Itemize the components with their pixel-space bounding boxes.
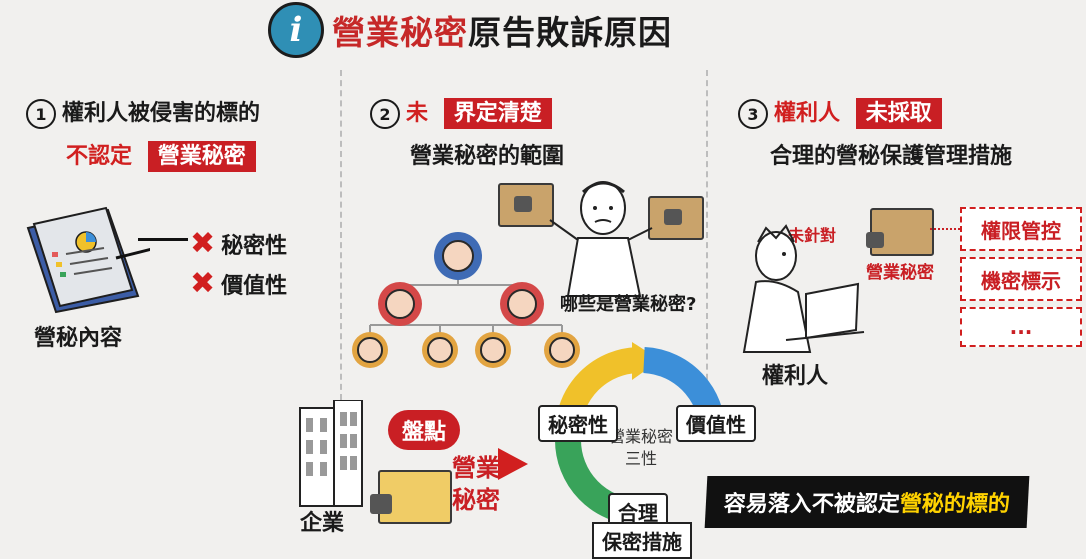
lock-icon [664,209,682,225]
folder-label: 營業秘密 [866,263,934,283]
question-text: 哪些是營業秘密? [560,294,697,315]
building-icon [299,400,363,507]
lock-icon [370,494,392,514]
org-node-mid [378,282,422,326]
org-node-bottom [475,332,511,368]
conclusion-banner: 容易落入不被認定營秘的標的 [704,476,1030,528]
cross-icon: ✖ [190,226,216,261]
person-label: 權利人 [762,364,829,389]
cycle-label-measures: 保密措施 [592,522,692,559]
col1-number: 1 [26,99,56,129]
measure-confidential-mark: 機密標示 [960,257,1082,301]
org-node-bottom [544,332,580,368]
cross-icon: ✖ [190,266,216,301]
target-label: 未針對 [788,226,837,245]
col2-redbox: 界定清楚 [443,98,552,129]
inventory-tag: 盤點 [388,410,461,450]
col3-redbox: 未採取 [855,98,942,129]
org-node-bottom [352,332,388,368]
connector-line [930,228,960,230]
measure-more: ... [960,307,1082,347]
person-laptop-illustration [742,224,865,353]
page-title-group: i 營業秘密原告敗訴原因 [268,2,672,58]
measure-access-control: 權限管控 [960,207,1082,251]
divider-right [706,70,708,400]
col3-subheading: 合理的營秘保護管理措施 [770,144,1013,169]
org-node-top [434,232,482,280]
arrow-right-icon [498,448,528,480]
cycle-label-value: 價值性 [676,405,756,442]
folder-text: 營業 秘密 [452,454,500,514]
divider-left [340,70,342,400]
cycle-label-secrecy: 秘密性 [538,405,618,442]
col3-number: 3 [738,99,768,129]
col2-number: 2 [370,99,400,129]
page-title: 營業秘密原告敗訴原因 [332,13,672,52]
doc-label: 營秘內容 [34,326,123,351]
pointer-line [138,238,188,241]
col1-item-secrecy: ✖ 秘密性 [190,226,288,261]
col1-item-value: ✖ 價值性 [190,266,288,301]
org-node-mid [500,282,544,326]
col3-heading: 3 權利人 未採取 [738,95,942,129]
lock-icon [866,232,884,248]
worried-person-illustration [549,181,653,297]
company-label: 企業 [300,511,345,536]
info-icon: i [268,2,324,58]
document-illustration [26,206,150,314]
lock-icon [514,196,532,212]
col1-subheading: 不認定 營業秘密 [66,138,256,172]
col1-redbox: 營業秘密 [147,141,256,172]
cycle-center: 營業秘密 三性 [608,427,673,468]
col2-subheading: 營業秘密的範圍 [410,144,565,169]
col1-heading: 1 權利人被侵害的標的 [26,95,260,129]
org-node-bottom [422,332,458,368]
